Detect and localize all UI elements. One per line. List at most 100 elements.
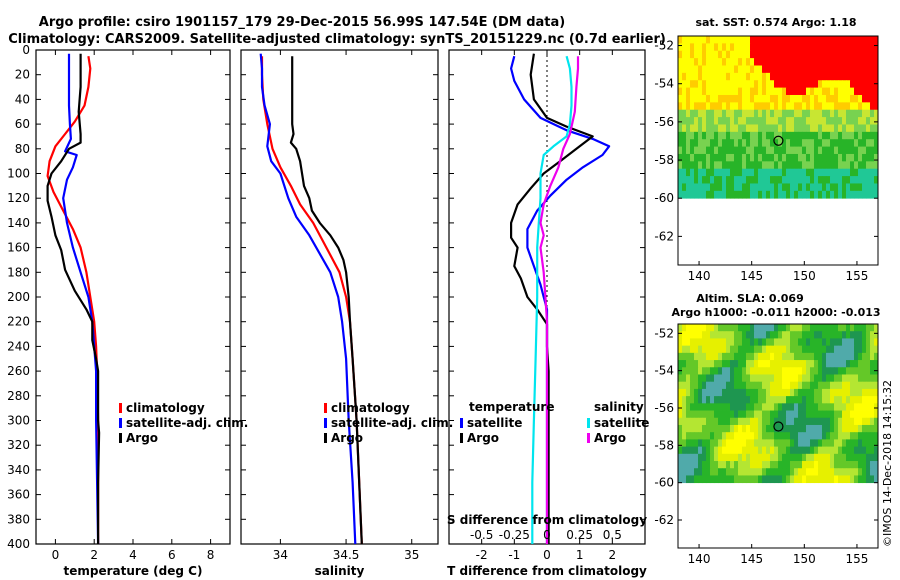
sla-map-cell — [814, 475, 819, 484]
sla-map-cell — [846, 352, 851, 361]
sla-map-cell — [842, 446, 847, 455]
sst-map-cell — [850, 58, 855, 66]
sst-map-cell — [818, 117, 823, 125]
sla-map-cell — [718, 374, 723, 383]
sla-map-cell — [806, 446, 811, 455]
sst-map-cell — [754, 168, 759, 177]
sst-map-cell — [842, 58, 847, 66]
sla-map-cell — [750, 331, 755, 339]
sla-map-cell — [790, 331, 795, 339]
sla-map-cell — [714, 345, 719, 354]
sla-map-cell — [782, 331, 787, 339]
sst-map-cell — [730, 146, 735, 155]
sst-map-cell — [762, 161, 767, 170]
salinity-legend-label: Argo — [331, 431, 363, 445]
sla-map-cell — [790, 396, 795, 404]
sst-map-cell — [758, 58, 763, 66]
sla-map-cell — [802, 439, 807, 447]
sst-map-cell — [834, 43, 839, 52]
sst-map-cell — [686, 176, 691, 184]
sst-map-cell — [762, 146, 767, 155]
sst-map-cell — [722, 65, 727, 74]
sst-map-cell — [858, 168, 863, 177]
sst-map-cell — [802, 50, 807, 59]
sst-map-cell — [694, 161, 699, 170]
sla-map-cell — [778, 468, 783, 476]
sst-map-cell — [794, 146, 799, 155]
sst-map-cell — [770, 183, 775, 192]
sst-map-cell — [686, 146, 691, 155]
sla-map-cell — [698, 381, 703, 390]
sla-map-cell — [874, 388, 879, 397]
sla-map-cell — [686, 410, 691, 419]
sla-map-cell — [722, 324, 727, 332]
depth-tick-label: 280 — [7, 389, 30, 403]
sst-map-cell — [734, 43, 739, 52]
sst-map-cell — [810, 161, 815, 170]
sst-map-cell — [794, 65, 799, 74]
sla-map-cell — [742, 461, 747, 469]
sla-map-cell — [682, 446, 687, 455]
sst-map-cell — [862, 50, 867, 59]
sla-map-cell — [782, 453, 787, 462]
sla-map-cell — [854, 374, 859, 383]
sst-map-cell — [762, 65, 767, 74]
sla-map-cell — [814, 439, 819, 447]
sst-map-cell — [826, 109, 831, 118]
sst-map-cell — [786, 36, 791, 44]
sst-map-cell — [726, 124, 731, 133]
sla-map-cell — [846, 331, 851, 339]
sst-map-cell — [870, 43, 875, 52]
difference-x-tick-label: 0 — [543, 548, 551, 562]
sst-map-cell — [778, 190, 783, 199]
sla-map-cell — [782, 338, 787, 347]
sla-map-cell — [862, 360, 867, 368]
sla-map-cell — [690, 446, 695, 455]
sla-map-cell — [690, 461, 695, 469]
sla-map-cell — [686, 475, 691, 484]
sla-map-cell — [730, 446, 735, 455]
sst-map-cell — [738, 43, 743, 52]
sla-map-cell — [682, 453, 687, 462]
sla-map-cell — [786, 352, 791, 361]
sla-map-cell — [810, 475, 815, 484]
sla-map-cell — [862, 446, 867, 455]
sla-map-cell — [862, 345, 867, 354]
sst-map-cell — [830, 43, 835, 52]
sst-map-cell — [822, 183, 827, 192]
sla-map-cell — [810, 360, 815, 368]
sst-map-cell — [826, 94, 831, 103]
sla-map-cell — [846, 475, 851, 484]
sst-map-cell — [838, 80, 843, 89]
sla-map-cell — [734, 331, 739, 339]
sst-map-cell — [834, 168, 839, 177]
sst-map-cell — [786, 58, 791, 66]
sla-map-cell — [734, 345, 739, 354]
sst-map-cell — [838, 161, 843, 170]
sst-map-cell — [722, 146, 727, 155]
sst-map-cell — [766, 190, 771, 199]
sla-map-cell — [818, 345, 823, 354]
sla-map-cell — [866, 352, 871, 361]
sst-map-cell — [794, 153, 799, 162]
sla-map-cell — [834, 432, 839, 440]
sla-map-cell — [738, 367, 743, 375]
sst-map-cell — [818, 36, 823, 44]
sst-map-cell — [862, 146, 867, 155]
sla-map-cell — [710, 381, 715, 390]
sla-map-cell — [858, 396, 863, 404]
sla-map-cell — [770, 446, 775, 455]
sst-map-cell — [870, 50, 875, 59]
sst-map-cell — [802, 161, 807, 170]
sst-map-cell — [694, 50, 699, 59]
sla-map-cell — [814, 432, 819, 440]
sst-map-cell — [846, 58, 851, 66]
sla-map-cell — [846, 381, 851, 390]
sla-map-cell — [842, 403, 847, 411]
sst-map-cell — [706, 43, 711, 52]
sst-map-cell — [682, 72, 687, 81]
sla-map-cell — [770, 453, 775, 462]
sla-map-cell — [866, 439, 871, 447]
sst-map-cell — [722, 50, 727, 59]
sst-map-cell — [706, 109, 711, 118]
